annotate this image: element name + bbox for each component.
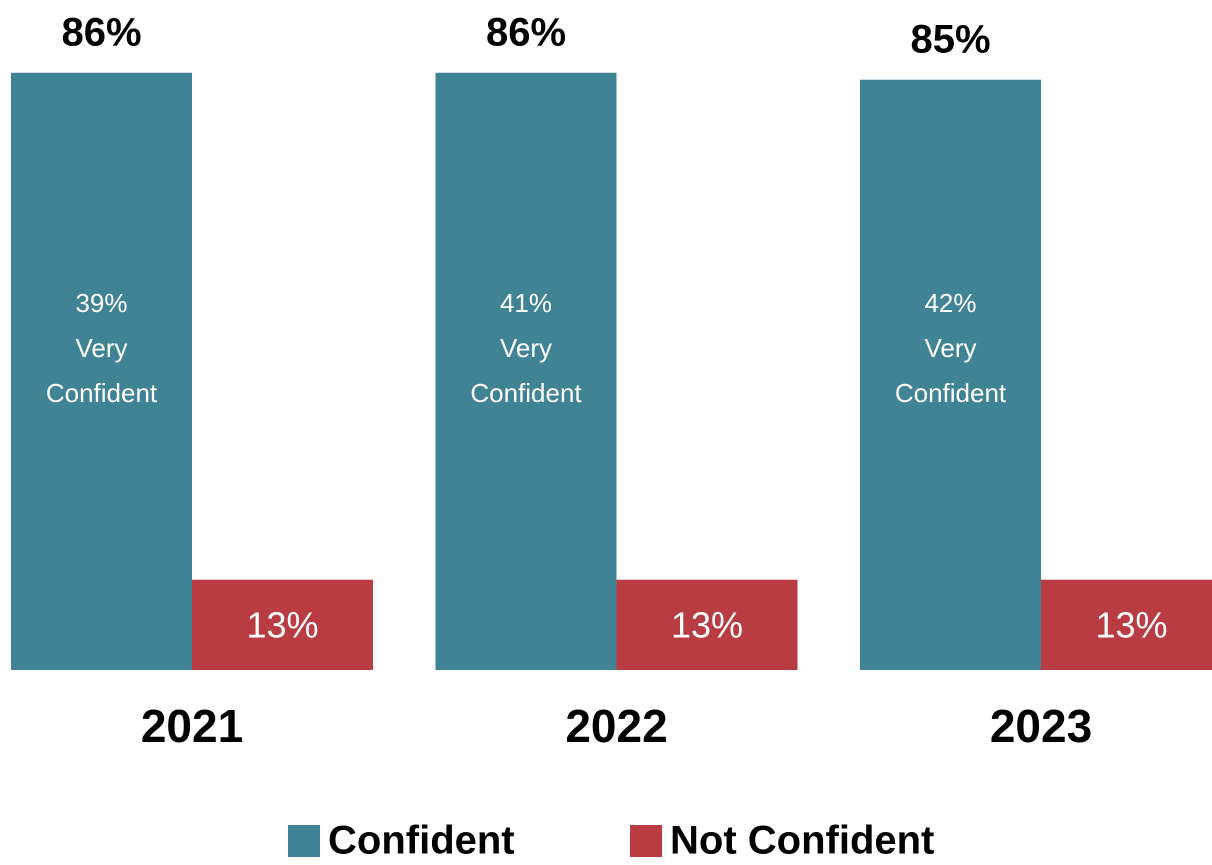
annotation: Confident — [895, 378, 1007, 408]
annotation: Confident — [46, 378, 158, 408]
x-tick-label: 2021 — [141, 700, 243, 752]
x-tick-label: 2022 — [565, 700, 667, 752]
value-label: 86% — [486, 10, 566, 54]
annotation: Confident — [470, 378, 582, 408]
legend-swatch — [630, 825, 662, 857]
legend-label: Not Confident — [670, 819, 934, 863]
legend-swatch — [288, 825, 320, 857]
value-label: 85% — [910, 17, 990, 61]
value-label: 13% — [1095, 604, 1167, 645]
bar — [192, 579, 373, 670]
bar — [616, 579, 798, 670]
annotation: 39% — [75, 288, 127, 318]
value-label: 13% — [671, 604, 743, 645]
legend-label: Confident — [328, 819, 515, 863]
bar — [11, 72, 192, 671]
bar — [1041, 579, 1212, 670]
bar — [860, 79, 1041, 670]
bar — [435, 72, 617, 671]
annotation: 42% — [924, 288, 976, 318]
x-tick-label: 2023 — [990, 700, 1092, 752]
value-label: 13% — [246, 604, 318, 645]
annotation: Very — [500, 333, 552, 363]
annotation: 41% — [500, 288, 552, 318]
annotation: Very — [75, 333, 127, 363]
annotation: Very — [924, 333, 976, 363]
value-label: 86% — [61, 10, 141, 54]
